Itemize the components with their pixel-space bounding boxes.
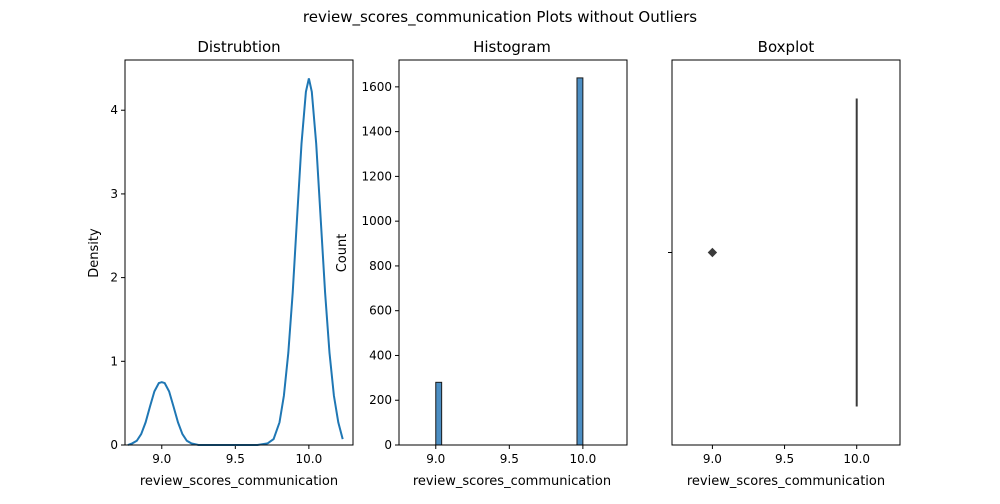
boxplot-elements <box>707 98 858 407</box>
distribution-ytick-label: 2 <box>110 271 118 285</box>
distribution-ylabel: Density <box>87 228 102 278</box>
distribution-ytick-label: 1 <box>110 354 118 368</box>
histogram-ylabel: Count <box>335 234 350 273</box>
boxplot-panel: Boxplot 9.0 9.5 10.0 review_scores_communi… <box>668 38 901 489</box>
distribution-xtick-label: 10.0 <box>296 452 323 466</box>
distribution-xtick-label: 9.5 <box>226 452 245 466</box>
histogram-xtick-label: 9.0 <box>426 452 445 466</box>
histogram-ytick-label: 1000 <box>361 214 392 228</box>
histogram-bar <box>576 77 584 446</box>
distribution-xlabel: review_scores_communication <box>140 474 338 489</box>
histogram-ytick-label: 200 <box>369 393 392 407</box>
histogram-frame <box>398 59 628 446</box>
histogram-ytick-label: 600 <box>369 304 392 318</box>
distribution-title: Distrubtion <box>197 38 280 56</box>
histogram-ytick-label: 400 <box>369 348 392 362</box>
distribution-frame <box>124 59 354 446</box>
histogram-title: Histogram <box>473 38 551 56</box>
boxplot-xtick-label: 9.0 <box>703 452 722 466</box>
distribution-ytick-label: 3 <box>110 187 118 201</box>
histogram-bar <box>435 381 443 446</box>
histogram-panel: Histogram 9.0 9.5 10.0 0 200 400 600 800 1000 120… <box>335 38 628 489</box>
boxplot-xtick-label: 9.5 <box>775 452 794 466</box>
distribution-ticks: 9.0 9.5 10.0 0 1 2 3 4 <box>110 103 322 466</box>
histogram-ticks: 9.0 9.5 10.0 0 200 400 600 800 1000 1200 1400 1600 <box>361 80 596 466</box>
boxplot-xlabel: review_scores_communication <box>687 474 885 489</box>
histogram-ytick-label: 1600 <box>361 80 392 94</box>
histogram-ytick-label: 0 <box>384 438 392 452</box>
distribution-ytick-label: 0 <box>110 438 118 452</box>
boxplot-title: Boxplot <box>758 38 815 56</box>
distribution-panel: Distrubtion 9.0 9.5 10.0 0 1 2 3 4 review_score… <box>87 38 354 489</box>
boxplot-outlier <box>707 247 718 258</box>
histogram-xtick-label: 10.0 <box>570 452 597 466</box>
boxplot-ticks: 9.0 9.5 10.0 <box>668 252 870 466</box>
histogram-xlabel: review_scores_communication <box>413 474 611 489</box>
histogram-ytick-label: 1200 <box>361 169 392 183</box>
distribution-ytick-label: 4 <box>110 103 118 117</box>
distribution-xtick-label: 9.0 <box>152 452 171 466</box>
boxplot-frame <box>671 59 901 446</box>
histogram-xtick-label: 9.5 <box>500 452 519 466</box>
figure-suptitle: review_scores_communication Plots withou… <box>303 8 697 27</box>
boxplot-xtick-label: 10.0 <box>843 452 870 466</box>
histogram-ytick-label: 1400 <box>361 125 392 139</box>
histogram-ytick-label: 800 <box>369 259 392 273</box>
